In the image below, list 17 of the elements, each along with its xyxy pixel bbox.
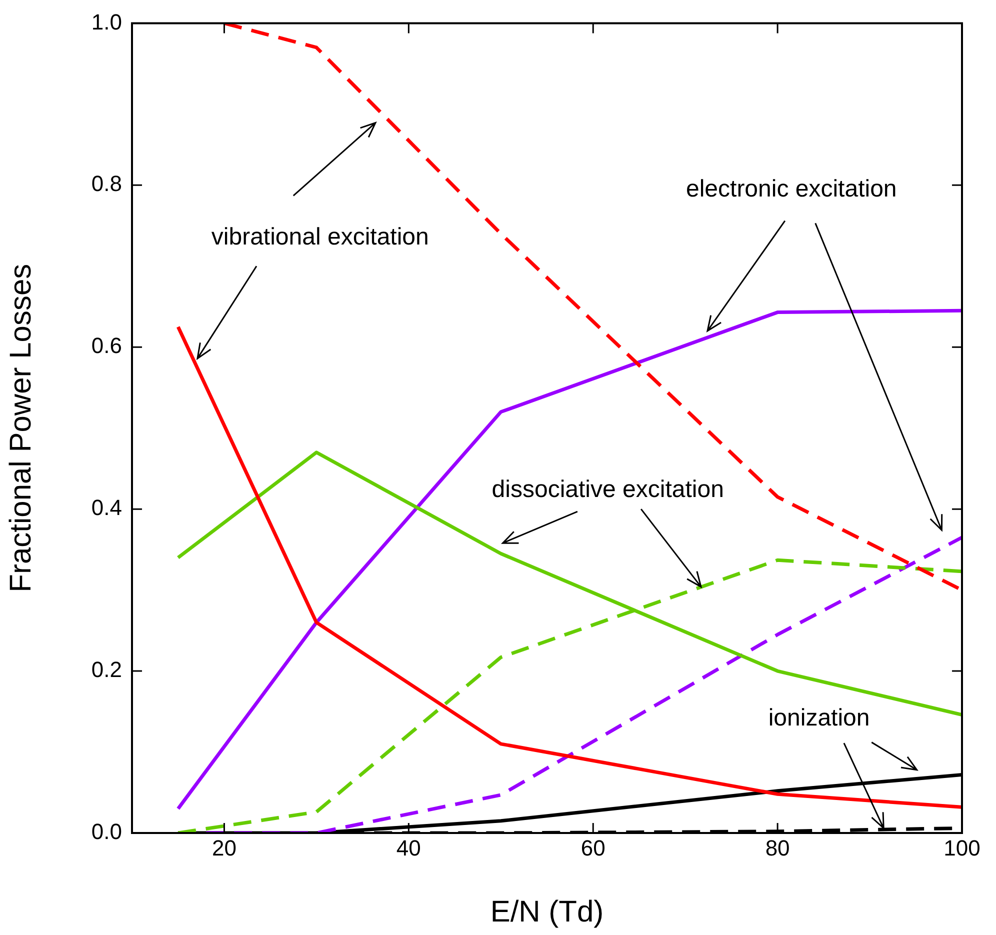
x-tick-label: 80 — [765, 835, 790, 860]
y-tick-label: 0.6 — [91, 333, 122, 358]
annotation: dissociative excitation — [492, 476, 724, 504]
annotation: electronic excitation — [686, 176, 897, 203]
annotation: ionization — [768, 704, 870, 732]
x-tick-label: 60 — [580, 835, 606, 860]
y-tick-label: 0.4 — [91, 495, 122, 520]
y-axis-title: Fractional Power Losses — [4, 264, 38, 592]
x-tick-label: 20 — [212, 835, 236, 860]
x-axis-title: E/N (Td) — [490, 895, 604, 928]
x-tick-label: 100 — [944, 835, 980, 860]
y-tick-label: 0.2 — [91, 657, 122, 682]
x-tick-label: 40 — [396, 835, 421, 860]
y-tick-label: 0.0 — [91, 819, 122, 844]
annotation: vibrational excitation — [211, 223, 429, 250]
y-tick-label: 1.0 — [91, 9, 122, 34]
y-tick-label: 0.8 — [91, 171, 122, 196]
